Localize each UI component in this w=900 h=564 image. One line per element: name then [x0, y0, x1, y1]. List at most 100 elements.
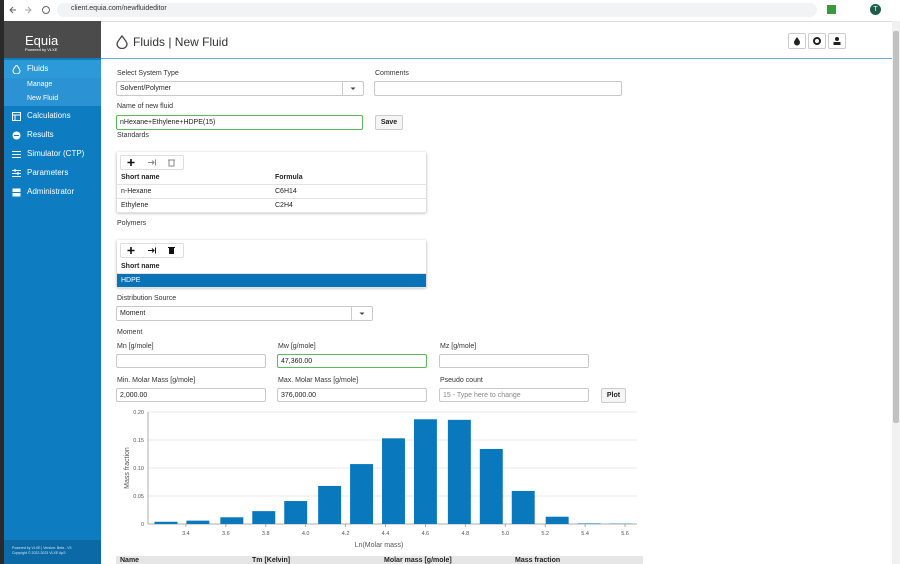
column-header: Tm [Kelvin]	[252, 557, 291, 564]
max-mass-input[interactable]: 376,000.00	[277, 388, 427, 402]
field-label: Pseudo count	[440, 377, 483, 384]
bar	[186, 520, 210, 524]
x-axis-label: Ln(Molar mass)	[355, 542, 404, 549]
menu-item[interactable]: Calculations	[4, 107, 101, 125]
nav-buttons[interactable]	[8, 4, 58, 16]
bar	[382, 438, 405, 524]
field-label: Distribution Source	[117, 295, 177, 302]
page-title: Fluids | New Fluid	[133, 35, 229, 49]
menu-item[interactable]: Parameters	[4, 164, 101, 182]
column-header: Short name	[121, 263, 160, 270]
header-icon	[116, 35, 128, 49]
select-arrow	[342, 82, 363, 95]
mw-input[interactable]: 47,360.00	[277, 354, 427, 368]
section-label: Standards	[117, 132, 149, 139]
input-value: nHexane+Ethylene+HDPE(15)	[120, 119, 216, 126]
cell: HDPE	[121, 277, 141, 284]
name-input[interactable]: nHexane+Ethylene+HDPE(15)	[116, 115, 363, 130]
field-label: Name of new fluid	[117, 103, 174, 110]
field-label: Mn [g/mole]	[117, 343, 154, 350]
y-tick-label: 0.10	[133, 466, 144, 472]
pseudo-count-input[interactable]: 15 - Type here to change	[439, 388, 589, 402]
menu-item[interactable]: Fluids	[4, 60, 101, 78]
y-tick-label: 0	[141, 522, 144, 528]
submenu-label: New Fluid	[27, 95, 59, 102]
menu-label: Fluids	[27, 64, 49, 73]
menu-label: Parameters	[27, 168, 69, 177]
section-label: Moment	[117, 329, 143, 336]
toolbar	[120, 243, 184, 258]
icon	[12, 188, 21, 197]
fluid-button[interactable]	[788, 33, 806, 49]
address-bar[interactable]: client.equia.com/newfluideditor	[57, 3, 817, 17]
min-mass-input[interactable]: 2,000.00	[116, 388, 266, 402]
input-value: 47,360.00	[281, 358, 313, 365]
y-tick-label: 0.05	[133, 494, 144, 500]
sidebar-footer: Powered by VLXE | Version: Beta - V3 Cop…	[4, 540, 101, 564]
comments-textarea[interactable]	[374, 81, 622, 96]
system-type-select[interactable]: Solvent/Polymer	[116, 81, 364, 96]
icon	[12, 151, 21, 158]
browser-bar: client.equia.com/newfluideditor T	[4, 0, 900, 22]
table-row[interactable]: Ethylene C2H4	[117, 199, 426, 213]
distribution-select[interactable]: Moment	[116, 306, 373, 321]
x-tick-label: 5.2	[541, 531, 549, 537]
settings-button[interactable]	[808, 33, 826, 49]
header-row: Short name Formula	[117, 171, 426, 185]
icon	[12, 131, 21, 140]
icon	[12, 65, 21, 74]
window-edge	[0, 0, 4, 564]
polymers-table: Short name HDPE	[117, 240, 426, 288]
field-label: Max. Molar Mass [g/mole]	[278, 377, 359, 384]
submenu-item[interactable]: Manage	[4, 78, 101, 92]
scroll-thumb[interactable]	[893, 31, 899, 423]
select-value: Solvent/Polymer	[120, 85, 171, 92]
cell: Ethylene	[121, 202, 149, 209]
bar	[447, 419, 471, 524]
url: client.equia.com/newfluideditor	[71, 5, 167, 12]
input-value: 376,000.00	[281, 392, 317, 399]
x-tick-label: 5.4	[581, 531, 589, 537]
menu-item[interactable]: Administrator	[4, 183, 101, 201]
submenu-label: Manage	[27, 81, 53, 88]
scrollbar[interactable]	[892, 21, 900, 564]
x-tick-label: 3.6	[222, 531, 230, 537]
x-tick-label: 4.4	[382, 531, 390, 537]
menu-label: Results	[27, 130, 54, 139]
column-header: Molar mass [g/mole]	[384, 557, 452, 564]
cell: n-Hexane	[121, 188, 152, 195]
submenu-item[interactable]: New Fluid	[4, 92, 101, 106]
brand: Equia	[25, 33, 59, 48]
brand-header: Equia Powered by VLXE	[4, 21, 101, 58]
selected-row[interactable]: HDPE	[117, 274, 426, 288]
x-tick-label: 5.6	[621, 531, 629, 537]
bar	[545, 516, 569, 524]
mn-input[interactable]	[116, 354, 266, 368]
menu-item[interactable]: Results	[4, 126, 101, 144]
header-divider	[101, 58, 892, 59]
y-axis-label: Mass fraction	[124, 447, 131, 489]
x-tick-label: 4.2	[342, 531, 350, 537]
input-value: 2,000.00	[120, 392, 148, 399]
plot-button[interactable]: Plot	[601, 388, 626, 403]
table-row[interactable]: n-Hexane C6H14	[117, 185, 426, 199]
y-tick-label: 0.20	[133, 410, 144, 416]
bar	[577, 523, 601, 524]
bar	[154, 521, 178, 524]
x-tick-label: 3.4	[182, 531, 190, 537]
menu-item[interactable]: Simulator (CTP)	[4, 145, 101, 163]
mz-input[interactable]	[439, 354, 589, 368]
save-button[interactable]: Save	[375, 115, 403, 130]
icon	[12, 169, 21, 177]
column-header: Formula	[275, 174, 303, 181]
x-tick-label: 3.8	[262, 531, 270, 537]
user-button[interactable]	[828, 33, 846, 49]
icon	[12, 112, 21, 121]
cell: C2H4	[275, 202, 293, 209]
menu-label: Administrator	[27, 187, 75, 196]
bar	[413, 419, 437, 524]
profile-avatar[interactable]: T	[870, 4, 881, 15]
extension-icon[interactable]	[827, 5, 836, 14]
field-label: Mw [g/mole]	[278, 343, 316, 350]
